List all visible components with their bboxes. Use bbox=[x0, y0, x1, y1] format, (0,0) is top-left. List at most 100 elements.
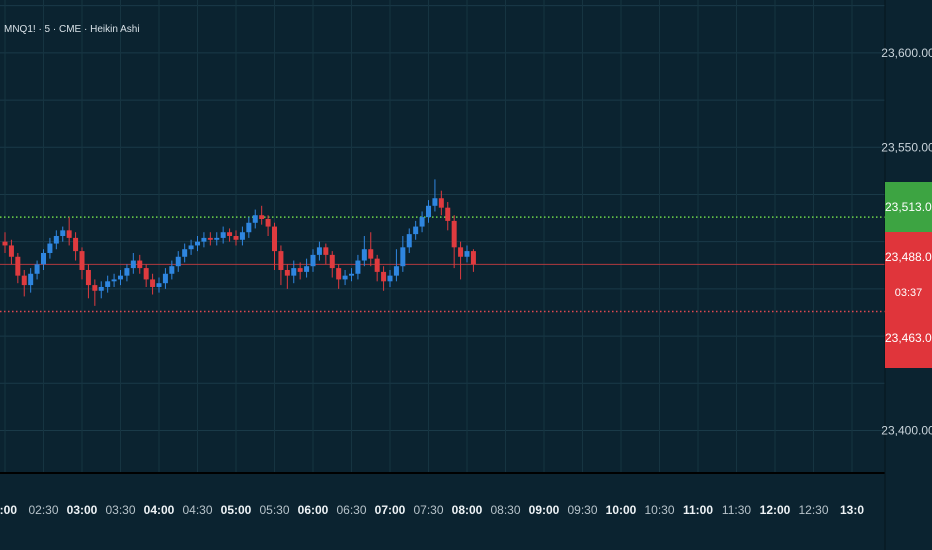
candle-body bbox=[329, 254, 335, 269]
candle bbox=[188, 239, 194, 255]
candle-body bbox=[220, 232, 226, 238]
candle-body bbox=[406, 234, 412, 248]
candle bbox=[85, 264, 91, 299]
candle bbox=[265, 215, 271, 236]
candle-body bbox=[355, 260, 361, 274]
candle bbox=[278, 245, 284, 286]
candle bbox=[60, 226, 66, 242]
candle-body bbox=[124, 268, 130, 276]
candle-body bbox=[188, 245, 194, 250]
candle-body bbox=[451, 220, 457, 248]
candle bbox=[451, 215, 457, 269]
candle bbox=[182, 243, 188, 263]
x-tick-label: 05:00 bbox=[221, 503, 252, 517]
candle-body bbox=[438, 198, 444, 208]
candle bbox=[143, 264, 149, 287]
candle-body bbox=[381, 271, 387, 282]
candle bbox=[432, 179, 438, 212]
candle-body bbox=[374, 258, 380, 272]
candle-body bbox=[21, 275, 27, 286]
candle-body bbox=[361, 249, 367, 261]
candle-body bbox=[85, 269, 91, 286]
candle-body bbox=[304, 266, 310, 272]
candle-body bbox=[278, 251, 284, 270]
candle bbox=[15, 252, 21, 284]
x-tick-label: 10:30 bbox=[644, 503, 674, 517]
x-tick-label: 12:30 bbox=[798, 503, 828, 517]
candle bbox=[118, 269, 123, 286]
candle-body bbox=[28, 273, 34, 286]
candle bbox=[233, 230, 239, 246]
candle-body bbox=[201, 237, 207, 242]
candle-body bbox=[118, 275, 123, 280]
candle bbox=[137, 254, 143, 274]
y-tick-label: 23,550.00 bbox=[881, 140, 932, 154]
candle bbox=[438, 190, 444, 216]
red-level-price-tag: 23,463.00 bbox=[885, 308, 932, 368]
x-tick-label: 02:30 bbox=[28, 503, 58, 517]
x-tick-label: 10:00 bbox=[606, 503, 637, 517]
level-lines bbox=[0, 216, 885, 313]
candle-body bbox=[387, 275, 393, 282]
candle bbox=[445, 202, 451, 231]
candle-body bbox=[239, 232, 245, 240]
candle-body bbox=[150, 279, 156, 287]
candle-body bbox=[182, 249, 188, 257]
candle bbox=[98, 281, 104, 299]
candle-body bbox=[233, 236, 239, 240]
x-tick-label: 05:30 bbox=[259, 503, 289, 517]
candle bbox=[53, 230, 59, 250]
candle-body bbox=[368, 249, 374, 259]
candle-body bbox=[73, 237, 79, 252]
candle bbox=[195, 236, 200, 252]
candle-body bbox=[79, 251, 85, 270]
candle bbox=[368, 232, 374, 267]
candle bbox=[2, 232, 8, 253]
candle-body bbox=[175, 256, 181, 267]
candle-body bbox=[53, 236, 59, 244]
candle bbox=[92, 279, 98, 306]
candle bbox=[470, 249, 476, 272]
candle-body bbox=[111, 279, 117, 282]
candle bbox=[79, 247, 85, 280]
candle-body bbox=[34, 264, 40, 274]
candle bbox=[304, 258, 310, 278]
candle bbox=[150, 273, 156, 295]
x-tick-label: 04:30 bbox=[182, 503, 212, 517]
candle-body bbox=[252, 215, 258, 223]
x-tick-label: 07:00 bbox=[375, 503, 406, 517]
plot-background bbox=[0, 0, 885, 472]
candle-body bbox=[143, 268, 149, 280]
candle-body bbox=[227, 232, 233, 236]
candle bbox=[291, 260, 297, 284]
candle-body bbox=[259, 215, 265, 220]
candle-body bbox=[8, 245, 14, 257]
candle-body bbox=[336, 268, 342, 280]
candle bbox=[21, 269, 27, 297]
candle-body bbox=[169, 266, 175, 274]
candle bbox=[419, 211, 425, 233]
x-tick-label: 09:00 bbox=[529, 503, 560, 517]
x-tick-label: 06:30 bbox=[336, 503, 366, 517]
y-tick-label: 23,400.00 bbox=[881, 423, 932, 437]
candle bbox=[297, 262, 303, 280]
candles bbox=[2, 179, 476, 306]
candle-body bbox=[458, 247, 464, 257]
candle-body bbox=[342, 275, 348, 280]
candle bbox=[66, 217, 72, 246]
candle bbox=[105, 275, 111, 293]
candle-body bbox=[284, 269, 290, 276]
candle-body bbox=[41, 252, 46, 265]
candle bbox=[175, 251, 181, 272]
candle-body bbox=[445, 207, 451, 221]
candle-body bbox=[105, 281, 111, 287]
candle-body bbox=[2, 241, 8, 246]
candle-body bbox=[15, 256, 21, 276]
candle bbox=[156, 277, 162, 293]
candle-body bbox=[156, 283, 162, 287]
candle bbox=[111, 273, 117, 287]
candle-body bbox=[265, 219, 271, 227]
candle bbox=[8, 239, 14, 265]
candle bbox=[387, 269, 393, 287]
